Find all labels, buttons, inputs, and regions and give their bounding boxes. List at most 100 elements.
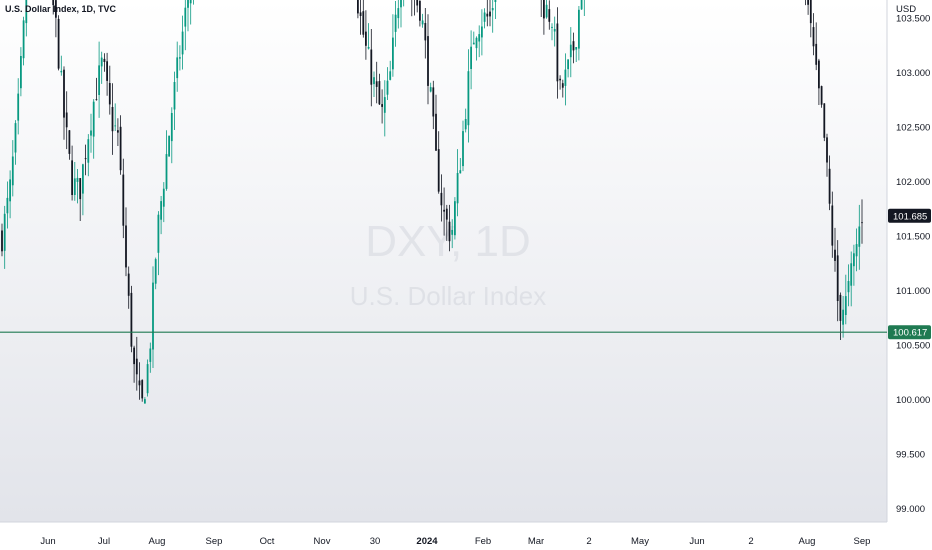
candle <box>187 0 189 32</box>
candle <box>359 0 362 35</box>
candle-body <box>357 0 359 14</box>
candle <box>572 32 575 64</box>
candle <box>414 0 415 16</box>
candle <box>470 30 472 90</box>
candle <box>52 0 55 15</box>
candle <box>807 0 809 15</box>
candle <box>373 71 375 97</box>
time-tick-label: Jul <box>98 536 110 547</box>
candle-body <box>429 87 432 92</box>
price-tick-label: 103.500 <box>896 14 930 25</box>
candle <box>154 257 157 290</box>
candle <box>820 85 823 108</box>
time-tick-label: Nov <box>314 536 331 547</box>
price-axis[interactable]: 99.000 99.500 100.000 100.500 101.000 101.500… <box>896 14 930 516</box>
candle-body <box>57 18 60 69</box>
candle <box>416 0 419 13</box>
candle-body <box>6 197 9 214</box>
candle <box>553 16 556 47</box>
candle-body <box>157 214 160 253</box>
candle <box>456 149 459 217</box>
candle-body <box>14 123 17 153</box>
candle-body <box>451 229 454 235</box>
candle <box>580 0 583 10</box>
candle-body <box>381 104 383 107</box>
candle-body <box>440 192 443 206</box>
candle <box>858 204 861 270</box>
candle-body <box>850 263 853 286</box>
candle <box>464 108 467 133</box>
horizontal-lines-layer[interactable] <box>0 0 887 333</box>
candle-body <box>65 112 68 128</box>
currency-label: USD <box>896 4 916 15</box>
candle <box>432 80 435 130</box>
candle <box>567 59 569 78</box>
candle <box>472 31 475 45</box>
candle-body <box>459 170 462 174</box>
candle-body <box>858 226 861 247</box>
candle <box>176 41 179 92</box>
candle-body <box>575 47 578 50</box>
candle-body <box>454 201 456 236</box>
watermark-symbol: DXY, 1D <box>365 217 531 266</box>
candle <box>812 13 815 56</box>
candle <box>365 10 367 60</box>
time-axis[interactable]: Jun Jul Aug Sep Oct Nov 30 2024 Feb Mar 2 May Jun 2 Au… <box>40 536 870 547</box>
candle-body <box>853 253 855 267</box>
candle-body <box>580 0 583 10</box>
candle <box>392 14 394 77</box>
candle <box>3 205 6 269</box>
price-tick-label: 102.000 <box>896 177 930 188</box>
candle-body <box>383 97 386 113</box>
candle <box>842 296 844 338</box>
candle-body <box>462 131 464 167</box>
candle-body <box>553 29 556 32</box>
candle-body <box>370 49 373 85</box>
candle-body <box>543 0 545 19</box>
candle-body <box>394 14 397 32</box>
price-tick-label: 103.000 <box>896 68 930 79</box>
candle-body <box>424 23 427 41</box>
watermark: DXY, 1D U.S. Dollar Index <box>350 217 547 311</box>
candle <box>400 0 402 28</box>
candle <box>90 113 92 153</box>
candle-body <box>133 347 135 365</box>
candle-body <box>365 31 367 46</box>
candle-body <box>138 380 141 386</box>
candle <box>575 47 578 62</box>
candle <box>95 77 98 101</box>
candle <box>135 336 138 391</box>
last-price-tag <box>888 208 931 223</box>
time-tick-label: Mar <box>528 536 544 547</box>
chart-title: U.S. Dollar Index, 1D, TVC <box>5 4 117 14</box>
candle <box>823 103 826 142</box>
time-tick-label: Oct <box>260 536 275 547</box>
candle <box>125 207 127 277</box>
candle <box>20 47 22 97</box>
candle-body <box>386 80 389 95</box>
candle <box>381 89 383 124</box>
candle-body <box>146 364 149 394</box>
candle-body <box>815 43 818 65</box>
candle <box>170 107 173 164</box>
candle <box>375 61 378 104</box>
time-tick-label: Sep <box>206 536 223 547</box>
candle-body <box>103 58 106 62</box>
time-tick-label: Feb <box>475 536 491 547</box>
candle-body <box>486 13 489 17</box>
candle-body <box>367 47 370 49</box>
candle <box>850 251 853 307</box>
candle-body <box>435 113 437 151</box>
candle-body <box>152 282 154 350</box>
candle-body <box>149 348 152 362</box>
candle <box>483 8 486 29</box>
time-tick-label: Sep <box>854 536 871 547</box>
candle <box>826 133 828 177</box>
candle <box>556 7 559 99</box>
candle <box>419 0 421 27</box>
candle <box>71 145 73 201</box>
candle <box>543 0 545 35</box>
candle-body <box>545 4 548 18</box>
candle-body <box>842 309 844 325</box>
